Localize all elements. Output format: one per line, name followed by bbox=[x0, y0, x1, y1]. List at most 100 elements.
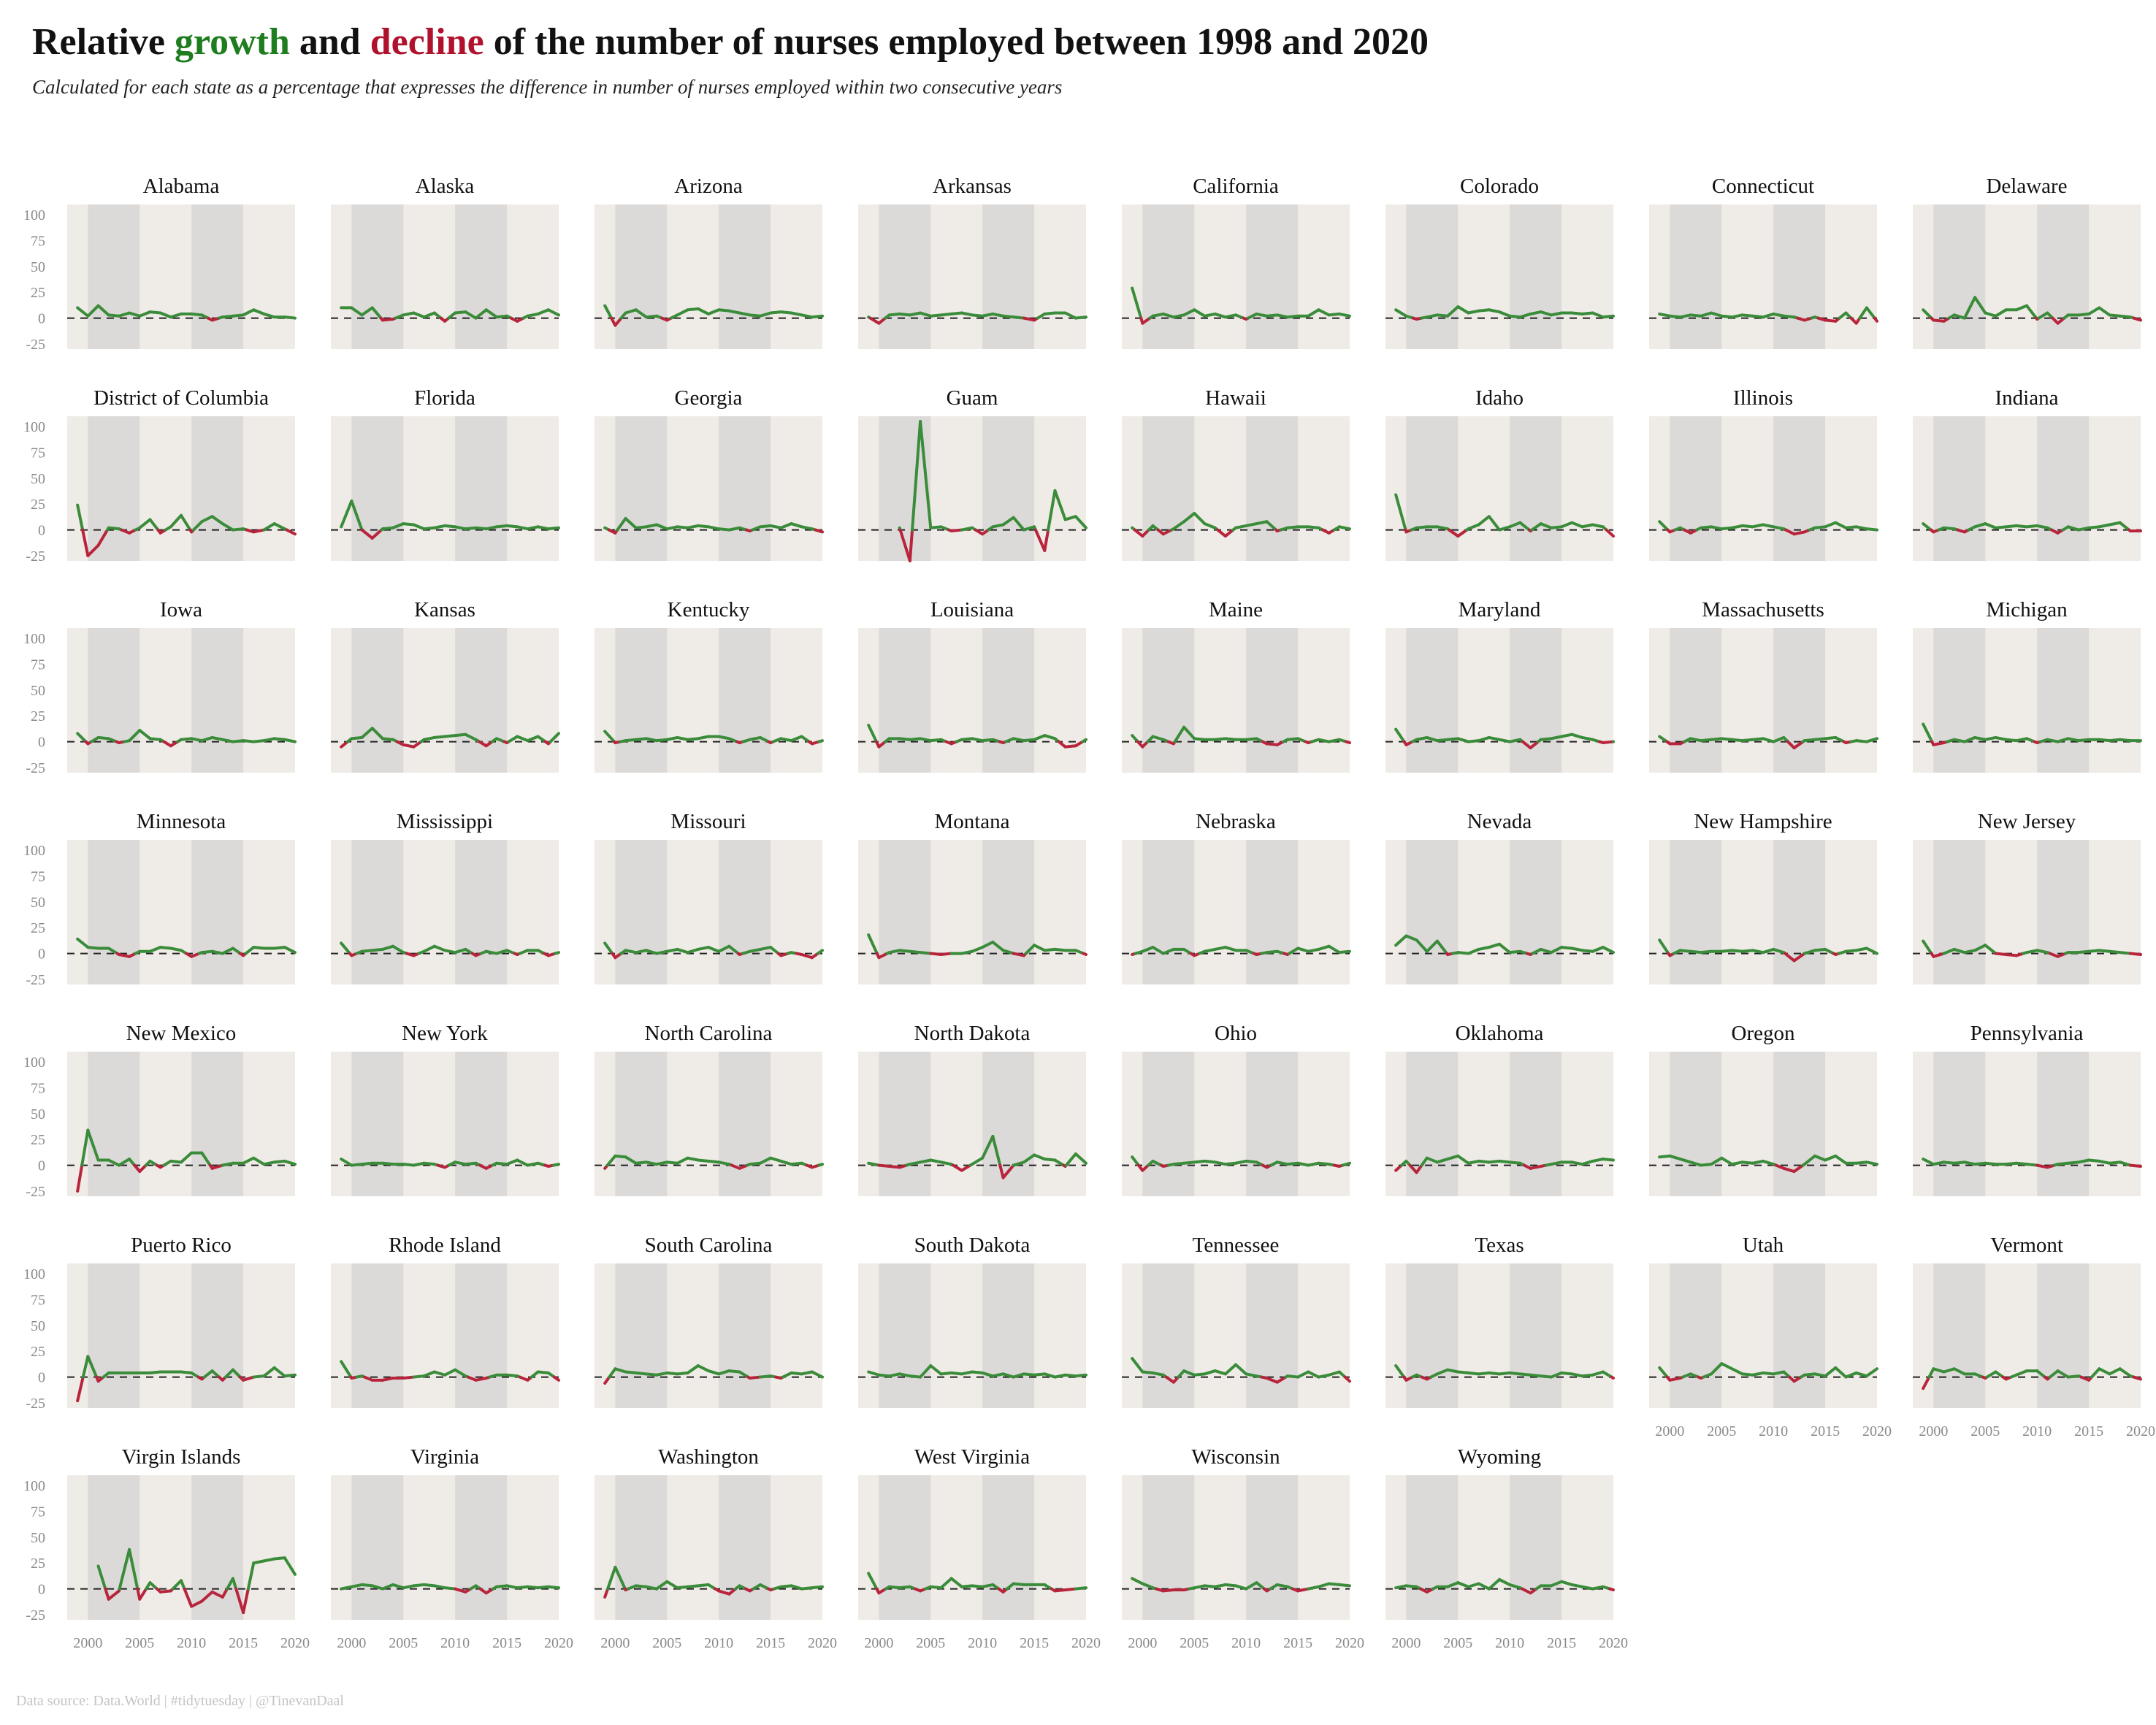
shaded-band bbox=[1510, 840, 1562, 984]
series-segment bbox=[1952, 313, 1966, 320]
panel-hawaii: Hawaii bbox=[1122, 386, 1351, 561]
series-segment bbox=[758, 735, 771, 743]
series-segment bbox=[1477, 946, 1491, 951]
series-segment bbox=[1813, 947, 1827, 952]
panel-title: Alabama bbox=[143, 175, 220, 198]
series-segment bbox=[1985, 1370, 1998, 1379]
series-segment bbox=[171, 1579, 183, 1591]
series-segment bbox=[1327, 1582, 1341, 1586]
series-segment bbox=[76, 1163, 84, 1193]
series-segment bbox=[86, 543, 100, 557]
series-segment bbox=[1296, 1161, 1310, 1167]
panel-title: Minnesota bbox=[137, 810, 226, 833]
series-segment bbox=[180, 513, 192, 532]
panel-missouri: Missouri bbox=[595, 810, 824, 984]
series-segment bbox=[1962, 1160, 1977, 1166]
shaded-band bbox=[1246, 840, 1299, 984]
series-segment bbox=[138, 518, 152, 529]
shaded-band bbox=[1933, 1263, 1986, 1408]
series-segment bbox=[1213, 312, 1227, 319]
series-segment bbox=[1834, 1154, 1848, 1165]
series-segment bbox=[1658, 735, 1669, 743]
series-segment bbox=[262, 312, 276, 319]
shaded-band bbox=[879, 204, 931, 349]
series-segment bbox=[606, 1565, 617, 1591]
shaded-band bbox=[879, 628, 931, 773]
series-segment bbox=[814, 528, 824, 534]
series-segment bbox=[1161, 947, 1175, 955]
series-segment bbox=[1751, 314, 1765, 319]
series-segment bbox=[1570, 1583, 1584, 1588]
series-segment bbox=[526, 1585, 540, 1590]
x-tick-label: 2010 bbox=[177, 1635, 206, 1651]
shaded-band bbox=[2037, 1052, 2090, 1196]
series-segment bbox=[283, 1373, 297, 1378]
series-segment bbox=[1317, 738, 1331, 743]
series-segment bbox=[2087, 306, 2101, 315]
title-growth-word: growth bbox=[174, 21, 290, 63]
series-segment bbox=[1345, 740, 1351, 744]
series-segment bbox=[1865, 946, 1878, 955]
shaded-band bbox=[1933, 628, 1986, 773]
y-tick-label: 25 bbox=[31, 497, 45, 513]
panel-title: Indiana bbox=[1995, 386, 2059, 410]
series-segment bbox=[727, 944, 740, 955]
y-tick-label: 75 bbox=[31, 445, 45, 462]
x-tick-label: 2015 bbox=[229, 1635, 258, 1651]
series-segment bbox=[200, 1151, 212, 1167]
x-tick-label: 2020 bbox=[1599, 1635, 1628, 1651]
series-segment bbox=[1539, 522, 1553, 529]
series-segment bbox=[526, 312, 540, 318]
series-segment bbox=[1151, 312, 1165, 318]
y-tick-label: 25 bbox=[31, 920, 45, 936]
panel-arkansas: Arkansas bbox=[858, 175, 1087, 349]
shaded-band bbox=[615, 204, 668, 349]
series-segment bbox=[779, 310, 793, 315]
series-segment bbox=[676, 735, 689, 741]
series-segment bbox=[285, 528, 297, 536]
series-segment bbox=[929, 738, 943, 743]
panel-michigan: Michigan bbox=[1913, 598, 2142, 773]
panel-kansas: Kansas bbox=[331, 598, 560, 773]
series-segment bbox=[991, 941, 1005, 952]
series-segment bbox=[1446, 305, 1460, 318]
y-tick-label: 100 bbox=[23, 843, 45, 859]
series-segment bbox=[183, 1587, 194, 1608]
series-segment bbox=[1141, 1370, 1155, 1374]
panel-south-carolina: South Carolina bbox=[595, 1233, 824, 1408]
series-segment bbox=[919, 1158, 933, 1164]
series-segment bbox=[624, 1370, 638, 1374]
series-segment bbox=[2076, 312, 2091, 317]
series-segment bbox=[1782, 1166, 1796, 1174]
panel-nebraska: Nebraska bbox=[1122, 810, 1351, 984]
x-tick-label: 2005 bbox=[1180, 1635, 1209, 1651]
series-segment bbox=[1580, 949, 1594, 953]
series-segment bbox=[484, 525, 498, 531]
series-segment bbox=[2076, 526, 2091, 532]
shaded-band bbox=[615, 416, 668, 561]
series-segment bbox=[1456, 1154, 1470, 1165]
series-segment bbox=[696, 1364, 710, 1373]
series-segment bbox=[107, 1589, 121, 1601]
series-segment bbox=[644, 1160, 659, 1166]
series-segment bbox=[1171, 1161, 1186, 1166]
series-segment bbox=[1529, 740, 1540, 750]
series-segment bbox=[1854, 525, 1868, 531]
series-segment bbox=[169, 513, 183, 529]
y-tick-label: -25 bbox=[26, 1607, 45, 1623]
series-segment bbox=[1854, 1160, 1868, 1165]
panel-title: Alaska bbox=[416, 175, 475, 198]
series-segment bbox=[1467, 523, 1480, 531]
series-segment bbox=[422, 1583, 436, 1588]
series-segment bbox=[1762, 1159, 1775, 1166]
series-segment bbox=[1203, 312, 1217, 318]
series-segment bbox=[1053, 947, 1067, 952]
series-segment bbox=[1922, 1158, 1935, 1166]
series-segment bbox=[1994, 1370, 2005, 1379]
series-segment bbox=[76, 306, 90, 318]
series-segment bbox=[422, 1370, 436, 1378]
series-segment bbox=[1824, 521, 1838, 529]
series-segment bbox=[1570, 733, 1584, 739]
series-segment bbox=[605, 1154, 617, 1167]
series-segment bbox=[200, 1590, 214, 1603]
